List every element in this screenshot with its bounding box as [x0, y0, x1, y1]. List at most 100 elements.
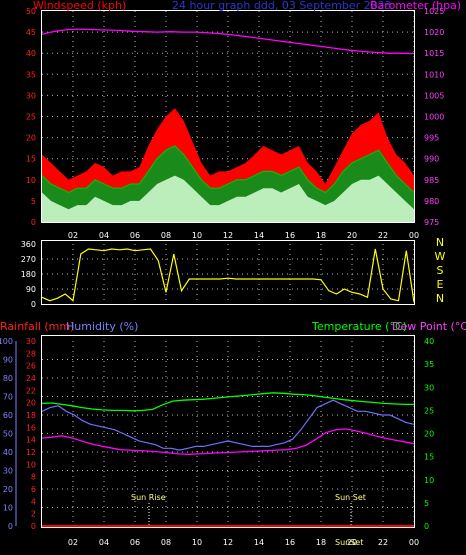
- x-tick-label: 18: [316, 538, 326, 547]
- compass-label: S: [437, 264, 444, 277]
- dewpoint-axis-label: Dew Point (°C): [392, 320, 466, 333]
- temp-y-tick: 30: [424, 383, 434, 392]
- temperature-line: [41, 392, 414, 412]
- humidity-y-tick: 90: [3, 356, 13, 365]
- baro-y-tick: 990: [424, 155, 439, 164]
- direction-y-tick: 0: [31, 300, 36, 309]
- baro-y-tick: 975: [424, 218, 439, 227]
- x-tick-label: 02: [68, 231, 78, 240]
- wind-direction-line: [41, 248, 415, 303]
- humidity-y-tick: 100: [0, 337, 13, 346]
- wind-y-tick: 15: [26, 155, 36, 164]
- graph-title: 24 hour graph ddd, 03 September 2023: [172, 0, 392, 12]
- wind-light-area: [42, 175, 414, 222]
- rain-y-tick: 20: [26, 399, 36, 408]
- baro-y-tick: 1015: [424, 49, 444, 58]
- wind-y-tick: 45: [26, 28, 36, 37]
- rainfall-axis-label: Rainfall (mm): [0, 320, 74, 333]
- barometer-axis-label: Barometer (hpa): [370, 0, 461, 12]
- x-tick-label: 12: [223, 231, 233, 240]
- x-tick-label: 12: [223, 538, 233, 547]
- baro-y-tick: 980: [424, 197, 439, 206]
- x-tick-label: 08: [161, 231, 171, 240]
- rain-y-tick: 22: [26, 386, 36, 395]
- x-tick-label: 02: [68, 538, 78, 547]
- compass-label: W: [435, 250, 446, 263]
- series-layer: [41, 28, 415, 527]
- rain-y-tick: 26: [26, 362, 36, 371]
- baro-y-tick: 1025: [424, 7, 444, 16]
- x-tick-label: 00: [409, 231, 419, 240]
- rain-y-tick: 16: [26, 423, 36, 432]
- wind-y-tick: 25: [26, 113, 36, 122]
- humidity-y-tick: 70: [3, 393, 13, 402]
- wind-y-tick: 10: [26, 176, 36, 185]
- grid-layer: [42, 11, 415, 526]
- wind-average-line: [41, 145, 415, 194]
- rain-y-tick: 2: [31, 510, 36, 519]
- baro-y-tick: 1020: [424, 28, 444, 37]
- baro-y-tick: 985: [424, 176, 439, 185]
- x-tick-label: 06: [130, 538, 140, 547]
- direction-y-tick: 360: [21, 240, 36, 249]
- temp-y-tick: 40: [424, 337, 434, 346]
- compass-label: N: [436, 292, 444, 305]
- sun-set-label: Sun Set: [335, 493, 366, 502]
- temp-y-tick: 15: [424, 453, 434, 462]
- humidity-y-tick: 50: [3, 430, 13, 439]
- direction-panel-frame: [41, 240, 415, 305]
- x-tick-label: 14: [254, 231, 264, 240]
- wind-y-tick: 50: [26, 7, 36, 16]
- humidity-y-tick: 40: [3, 448, 13, 457]
- x-tick-label: 04: [99, 231, 109, 240]
- temp-y-tick: 0: [424, 522, 429, 531]
- direction-y-tick: 270: [21, 255, 36, 264]
- rain-y-tick: 24: [26, 374, 36, 383]
- wind-y-tick: 35: [26, 70, 36, 79]
- x-tick-label: 20: [347, 231, 357, 240]
- x-tick-label: 04: [99, 538, 109, 547]
- dewpoint-line: [41, 428, 415, 455]
- rain-y-tick: 10: [26, 460, 36, 469]
- tick-layer: 02 04 06 08 10 12 14 16 18 20 22 000510152025303540…: [0, 7, 446, 547]
- rain-y-tick: 4: [31, 497, 36, 506]
- sun-set-axis-label: SunSet: [335, 538, 363, 547]
- baro-y-tick: 1000: [424, 113, 444, 122]
- windspeed-axis-label: Windspeed (kph): [33, 0, 126, 12]
- rain-y-tick: 12: [26, 448, 36, 457]
- sun-rise-label: Sun Rise: [131, 493, 166, 502]
- x-tick-label: 08: [161, 538, 171, 547]
- temperature-axis-label: Temperature (°C): [311, 320, 407, 333]
- x-tick-label: 16: [285, 231, 295, 240]
- x-tick-label: 18: [316, 231, 326, 240]
- x-tick-label: 20: [347, 538, 357, 547]
- baro-y-tick: 1005: [424, 91, 444, 100]
- direction-y-tick: 90: [26, 285, 36, 294]
- rain-y-tick: 6: [31, 485, 36, 494]
- wind-y-tick: 20: [26, 134, 36, 143]
- x-tick-label: 22: [378, 538, 388, 547]
- x-tick-label: 00: [409, 538, 419, 547]
- rain-y-tick: 30: [26, 337, 36, 346]
- humidity-line: [41, 399, 415, 451]
- x-tick-label: 10: [192, 538, 202, 547]
- x-tick-label: 06: [130, 231, 140, 240]
- rain-y-tick: 8: [31, 473, 36, 482]
- baro-y-tick: 995: [424, 134, 439, 143]
- humidity-y-tick: 80: [3, 374, 13, 383]
- humidity-y-tick: 0: [8, 522, 13, 531]
- baro-y-tick: 1010: [424, 70, 444, 79]
- direction-y-tick: 180: [21, 270, 36, 279]
- humidity-y-tick: 10: [3, 504, 13, 513]
- x-tick-label: 16: [285, 538, 295, 547]
- humidity-axis-label: Humidity (%): [66, 320, 138, 333]
- wind-y-tick: 40: [26, 49, 36, 58]
- humidity-y-tick: 20: [3, 485, 13, 494]
- rain-y-tick: 0: [31, 522, 36, 531]
- temp-y-tick: 20: [424, 430, 434, 439]
- wind-y-tick: 0: [31, 218, 36, 227]
- rain-y-tick: 14: [26, 436, 36, 445]
- rain-y-tick: 18: [26, 411, 36, 420]
- x-tick-label: 10: [192, 231, 202, 240]
- humidity-y-tick: 60: [3, 411, 13, 420]
